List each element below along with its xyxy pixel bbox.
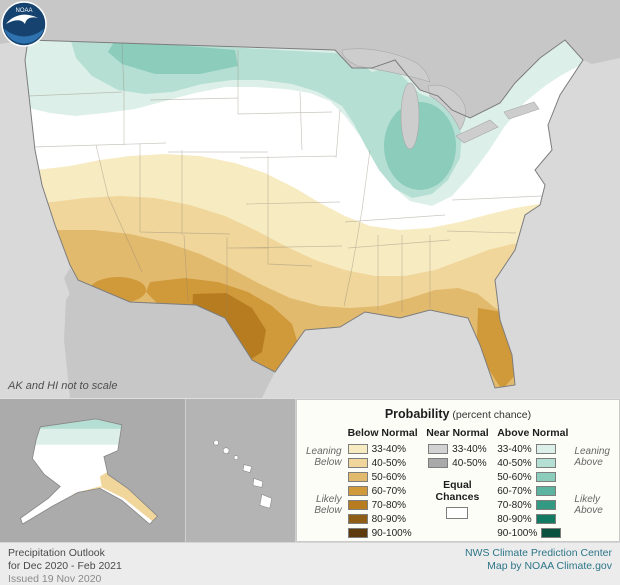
legend-title: Probability (percent chance) [306,405,610,423]
legend-above-row-3: 60-70% [497,485,568,497]
legend-above-swatch-3 [535,486,556,496]
legend-below-row-2: 50-60% [347,471,418,483]
legend-below-label-2: 50-60% [371,471,407,483]
legend-below-label-3: 60-70% [371,485,407,497]
legend-above-label-5: 80-90% [497,513,532,525]
legend-below-swatch-4 [347,500,368,510]
map-region-above-50-60-lakes [384,102,456,190]
footer-period: for Dec 2020 - Feb 2021 [8,559,122,572]
legend-below-label-5: 80-90% [371,513,407,525]
legend-below-label-1: 40-50% [371,457,407,469]
legend-title-note: (percent chance) [449,409,532,421]
legend-below-swatch-5 [347,514,368,524]
noaa-logo: NOAA [1,1,47,47]
legend-above-swatch-6 [541,528,562,538]
legend-below-row-5: 80-90% [347,513,418,525]
seagull-icon [6,14,38,24]
leaning-below-label: Leaning Below [306,445,342,469]
legend-above-swatch-0 [535,444,556,454]
alaska-outline [20,418,159,525]
scale-note: AK and HI not to scale [8,380,118,392]
legend-above-swatch-5 [535,514,556,524]
legend-near-swatch-0 [428,444,449,454]
hawaii-inset [186,399,296,542]
legend-below-swatch-2 [347,472,368,482]
legend-above-row-0: 33-40% [497,443,568,455]
likely-below-label: Likely Below [314,493,342,517]
mexico-land [64,280,275,398]
legend-near-row-1: 40-50% [428,457,487,469]
legend-below-label-6: 90-100% [371,527,412,539]
legend-below-swatch-6 [347,528,368,538]
us-map-svg [0,0,620,398]
legend-above-label-1: 40-50% [497,457,532,469]
footer-title: Precipitation Outlook [8,547,105,559]
below-normal-header: Below Normal [347,427,418,439]
hawaii-islands [213,439,273,509]
legend-above-swatch-4 [535,500,556,510]
likely-above-label: Likely Above [574,493,603,517]
baja-land [64,268,102,366]
map-region-above-40-50 [70,40,462,198]
alaska-above-band-2 [20,418,158,429]
legend-title-main: Probability [384,407,450,421]
legend-above-label-4: 70-80% [497,499,532,511]
legend-near-label-1: 40-50% [452,457,487,469]
equal-chances-label: Equal Chances [435,479,480,504]
legend-below-row-1: 40-50% [347,457,418,469]
alaska-inset [0,399,186,542]
footer-issued: Issued 19 Nov 2020 [8,572,102,585]
legend-above-swatch-2 [535,472,556,482]
legend-above-label-2: 50-60% [497,471,532,483]
canada-land [0,0,620,118]
legend-above-row-4: 70-80% [497,499,568,511]
map-region-above-50-60-mt [108,40,238,74]
map-area: AK and HI not to scale NOAA [0,0,620,398]
legend-below-row-6: 90-100% [347,527,418,539]
legend-below-label-0: 33-40% [371,443,407,455]
legend-above-row-5: 80-90% [497,513,568,525]
footer: Precipitation Outlook for Dec 2020 - Feb… [0,542,620,585]
state-borders [27,41,543,316]
alaska-below-band [70,470,158,523]
legend-above-label-6: 90-100% [497,527,538,539]
noaa-logo-wave [4,29,44,44]
legend-near-label-0: 33-40% [452,443,487,455]
legend-near-swatch-1 [428,458,449,468]
noaa-logo-text: NOAA [15,8,32,14]
legend-above-label-3: 60-70% [497,485,532,497]
footer-left: Precipitation Outlook for Dec 2020 - Feb… [8,547,122,585]
legend-below-swatch-1 [347,458,368,468]
legend-near-row-0: 33-40% [428,443,487,455]
footer-credit-cpc: NWS Climate Prediction Center [464,547,612,559]
legend-below-label-4: 70-80% [371,499,407,511]
legend-below-row-3: 60-70% [347,485,418,497]
legend-above-row-6: 90-100% [497,527,568,539]
above-normal-header: Above Normal [497,427,569,439]
legend-panel: Probability (percent chance) Leaning Bel… [296,399,620,542]
leaning-above-label: Leaning Above [574,445,610,469]
legend-near-group: Near Normal 33-40% 40-50% Equal Chances [426,427,489,541]
legend-above-row-1: 40-50% [497,457,568,469]
legend-above-group: Above Normal 33-40% 40-50% 50-60% 60-70%… [497,427,610,541]
bottom-strip: Probability (percent chance) Leaning Bel… [0,398,620,542]
legend-above-row-2: 50-60% [497,471,568,483]
footer-right: NWS Climate Prediction Center Map by NOA… [465,547,612,573]
legend-below-row-4: 70-80% [347,499,418,511]
legend-below-swatch-0 [347,444,368,454]
footer-credit-climategov: Map by NOAA Climate.gov [487,560,612,573]
near-normal-header: Near Normal [426,427,489,439]
equal-chances-swatch [446,507,469,520]
legend-below-swatch-3 [347,486,368,496]
us-outline [24,39,584,389]
legend-above-label-0: 33-40% [497,443,532,455]
legend-below-row-0: 33-40% [347,443,418,455]
great-lakes [341,48,540,150]
legend-below-group: Leaning Below Likely Below Below Normal … [306,427,418,541]
legend-above-swatch-1 [535,458,556,468]
